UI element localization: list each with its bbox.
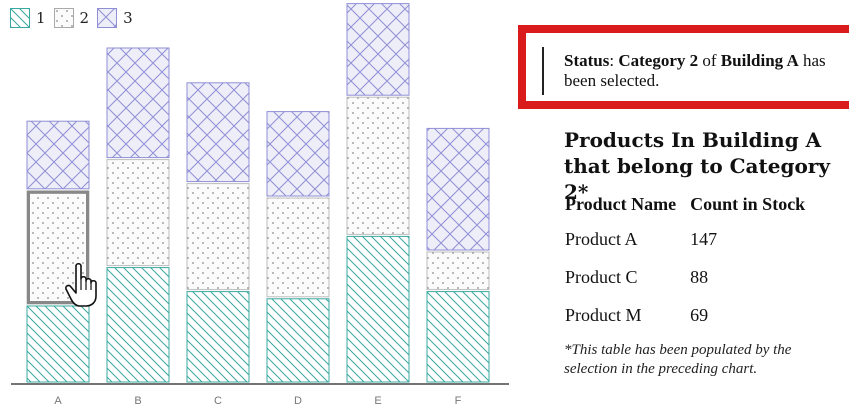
bar-segment-d-series-1[interactable] xyxy=(266,298,330,383)
x-tick-label-d: D xyxy=(294,395,302,407)
table-footnote: *This table has been populated by the se… xyxy=(564,342,792,377)
x-tick-label-e: E xyxy=(374,395,381,407)
x-tick-label-a: A xyxy=(54,395,62,407)
legend-label: 2 xyxy=(79,9,90,27)
legend-swatch-dots xyxy=(53,8,74,28)
table-row: Product C 88 xyxy=(565,258,819,296)
selected-segment-outline xyxy=(27,190,89,304)
column-header-count-in-stock: Count in Stock xyxy=(690,193,806,214)
x-tick-label-b: B xyxy=(134,395,141,407)
bar-segment-f-series-1[interactable] xyxy=(426,291,490,383)
table-header-row: Product Name Count in Stock xyxy=(565,188,819,220)
bar-segment-e-series-2[interactable] xyxy=(346,96,410,235)
bar-segment-b-series-1[interactable] xyxy=(106,267,170,383)
x-tick-labels: A B C D E F xyxy=(54,395,461,407)
chart-legend: 1 2 3 xyxy=(10,7,141,29)
status-prefix: Status xyxy=(564,51,610,70)
products-title: Products In Building A that belong to Ca… xyxy=(564,128,830,204)
status-message: Status: Category 2 of Building A has bee… xyxy=(564,51,849,91)
legend-item-1[interactable]: 1 xyxy=(10,8,46,28)
column-header-product-name: Product Name xyxy=(565,193,677,214)
bar-segment-f-series-2[interactable] xyxy=(426,251,490,291)
product-count-cell: 147 xyxy=(690,228,718,249)
product-name-cell: Product C xyxy=(565,266,638,287)
status-accent-bar xyxy=(542,47,544,95)
legend-item-2[interactable]: 2 xyxy=(53,8,90,28)
stacked-bar-chart: A B C D E F xyxy=(11,3,509,407)
legend-item-3[interactable]: 3 xyxy=(97,8,133,28)
bar-segment-e-series-3[interactable] xyxy=(346,3,410,96)
legend-label: 3 xyxy=(123,9,133,27)
product-name-cell: Product A xyxy=(565,228,638,249)
bar-segment-b-series-2[interactable] xyxy=(106,159,170,267)
bar-segment-a-series-3[interactable] xyxy=(26,120,90,190)
bar-segment-c-series-2[interactable] xyxy=(186,183,250,291)
product-count-cell: 88 xyxy=(690,266,709,287)
bars-group xyxy=(26,3,490,383)
bar-segment-d-series-2[interactable] xyxy=(266,197,330,298)
bar-segment-c-series-3[interactable] xyxy=(186,82,250,183)
legend-label: 1 xyxy=(36,9,46,27)
product-count-cell: 69 xyxy=(690,304,709,325)
status-category: Category 2 xyxy=(618,51,699,70)
status-text: : xyxy=(609,51,619,70)
products-table: Product Name Count in Stock Product A 14… xyxy=(565,188,819,334)
table-row: Product M 69 xyxy=(565,296,819,334)
status-box: Status: Category 2 of Building A has bee… xyxy=(518,25,849,109)
hand-pointer-icon xyxy=(65,262,97,307)
bar-segment-e-series-1[interactable] xyxy=(346,235,410,383)
bar-segment-c-series-1[interactable] xyxy=(186,291,250,383)
product-name-cell: Product M xyxy=(565,304,642,325)
status-building: Building A xyxy=(720,51,799,70)
legend-swatch-cross xyxy=(97,8,118,28)
bar-segment-d-series-3[interactable] xyxy=(266,111,330,197)
status-text: has been selected. xyxy=(564,51,826,90)
legend-swatch-hatch xyxy=(10,8,30,28)
bar-segment-b-series-3[interactable] xyxy=(106,47,170,159)
bar-segment-a-series-1[interactable] xyxy=(26,305,90,383)
bar-segment-f-series-3[interactable] xyxy=(426,127,490,251)
status-text: of xyxy=(698,51,721,70)
x-tick-label-f: F xyxy=(455,395,462,407)
table-row: Product A 147 xyxy=(565,220,819,258)
x-tick-label-c: C xyxy=(214,395,222,407)
